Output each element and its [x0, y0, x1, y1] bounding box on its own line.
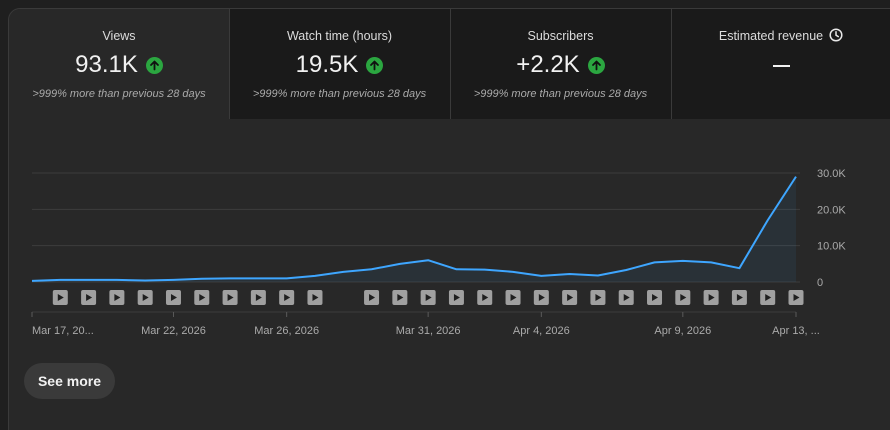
tab-views[interactable]: Views 93.1K >999% more than previous 28 …	[9, 9, 229, 119]
tab-divider	[450, 9, 451, 119]
play-icon	[567, 294, 574, 301]
x-tick-label: Mar 22, 2026	[141, 325, 206, 337]
play-icon	[538, 294, 545, 301]
watch-time-value-row: 19.5K	[229, 51, 450, 79]
play-icon	[255, 294, 262, 301]
tab-estimated-revenue[interactable]: Estimated revenue	[671, 9, 890, 119]
play-icon	[510, 294, 517, 301]
tab-subscribers[interactable]: Subscribers +2.2K >999% more than previo…	[450, 9, 671, 119]
arrow-up-icon	[587, 56, 605, 74]
see-more-button[interactable]: See more	[24, 363, 115, 399]
play-icon	[312, 294, 319, 301]
play-icon	[623, 294, 630, 301]
watch-time-value: 19.5K	[295, 51, 359, 78]
watch-time-label: Watch time (hours)	[286, 29, 393, 43]
revenue-value	[772, 65, 790, 67]
analytics-card: Views 93.1K >999% more than previous 28 …	[8, 8, 890, 430]
play-icon	[86, 294, 93, 301]
play-icon	[765, 294, 772, 301]
revenue-value-row	[671, 51, 890, 67]
play-icon	[680, 294, 687, 301]
y-tick-label: 0	[817, 277, 823, 289]
clock-icon	[829, 27, 843, 45]
tab-divider	[671, 9, 672, 119]
views-value: 93.1K	[75, 51, 138, 78]
play-icon	[736, 294, 743, 301]
metric-tabs: Views 93.1K >999% more than previous 28 …	[9, 9, 890, 119]
revenue-label: Estimated revenue	[718, 29, 824, 43]
series-area	[32, 176, 796, 282]
watch-time-subtext: >999% more than previous 28 days	[252, 88, 427, 100]
play-icon	[114, 294, 121, 301]
series-line	[31, 176, 797, 282]
play-icon	[793, 294, 800, 301]
y-tick-label: 30.0K	[817, 168, 846, 180]
x-tick-label: Apr 9, 2026	[654, 325, 711, 337]
arrow-up-icon	[145, 56, 163, 74]
views-subtext: >999% more than previous 28 days	[32, 88, 206, 100]
tab-watch-time[interactable]: Watch time (hours) 19.5K >999% more than…	[229, 9, 450, 119]
play-icon	[369, 294, 376, 301]
views-label: Views	[102, 29, 136, 43]
play-icon	[425, 294, 432, 301]
subscribers-value: +2.2K	[516, 51, 580, 78]
play-icon	[652, 294, 659, 301]
x-tick-label: Mar 26, 2026	[254, 325, 319, 337]
play-icon	[595, 294, 602, 301]
x-tick-label: Mar 17, 20...	[32, 325, 94, 337]
subscribers-label: Subscribers	[527, 29, 594, 43]
play-icon	[708, 294, 715, 301]
y-tick-label: 10.0K	[817, 241, 846, 253]
play-icon	[482, 294, 489, 301]
play-icon	[170, 294, 177, 301]
play-icon	[57, 294, 64, 301]
play-icon	[227, 294, 234, 301]
x-tick-label: Apr 4, 2026	[513, 325, 570, 337]
play-icon	[284, 294, 291, 301]
x-tick-label: Apr 13, ...	[772, 325, 820, 337]
subscribers-value-row: +2.2K	[450, 51, 671, 79]
revenue-label-row: Estimated revenue	[718, 27, 843, 45]
views-value-row: 93.1K	[9, 51, 229, 79]
play-icon	[397, 294, 404, 301]
subscribers-subtext: >999% more than previous 28 days	[473, 88, 648, 100]
play-icon	[453, 294, 460, 301]
tab-divider	[229, 9, 230, 119]
x-tick-label: Mar 31, 2026	[396, 325, 461, 337]
play-icon	[199, 294, 206, 301]
arrow-up-icon	[366, 56, 384, 74]
y-tick-label: 20.0K	[817, 204, 846, 216]
play-icon	[142, 294, 149, 301]
